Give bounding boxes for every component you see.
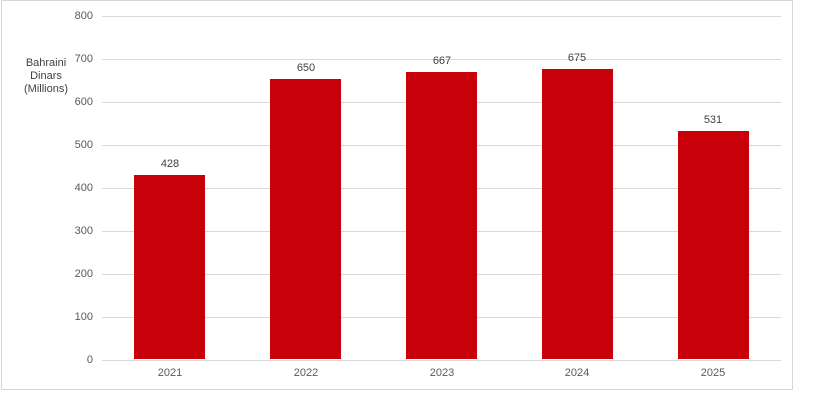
plot-area: 428 650 667 675 531 — [102, 16, 781, 360]
x-tick-label: 2023 — [429, 367, 455, 379]
x-tick-label: 2021 — [157, 367, 183, 379]
y-tick-label: 300 — [74, 225, 93, 237]
x-axis-line — [102, 360, 781, 361]
bar-value-label: 667 — [432, 55, 452, 67]
y-tick-label: 800 — [74, 10, 93, 22]
gridline — [102, 16, 781, 17]
y-axis-title-line: (Millions) — [24, 83, 68, 95]
y-tick-label: 100 — [74, 311, 93, 323]
bar-2023 — [406, 72, 477, 359]
y-tick-label: 0 — [86, 354, 93, 366]
y-axis-title-line: Bahraini — [25, 57, 67, 69]
bar-2025 — [678, 131, 749, 359]
bar-value-label: 675 — [567, 52, 587, 64]
y-tick-label: 200 — [74, 268, 93, 280]
x-tick-label: 2025 — [700, 367, 726, 379]
y-tick-label: 600 — [74, 96, 93, 108]
gridline — [102, 59, 781, 60]
y-tick-label: 700 — [74, 53, 93, 65]
bar-value-label: 428 — [160, 158, 180, 170]
bar-value-label: 650 — [296, 62, 316, 74]
bar-2022 — [270, 79, 341, 359]
x-tick-label: 2022 — [293, 367, 319, 379]
bar-2021 — [134, 175, 205, 359]
bar-chart: Bahraini Dinars (Millions) 0 100 200 300 400… — [1, 0, 793, 390]
y-tick-label: 400 — [74, 182, 93, 194]
bar-2024 — [542, 69, 613, 359]
y-axis-title: Bahraini Dinars (Millions) — [8, 57, 84, 96]
x-tick-label: 2024 — [564, 367, 590, 379]
y-tick-label: 500 — [74, 139, 93, 151]
bar-value-label: 531 — [703, 114, 723, 126]
y-axis-title-line: Dinars — [30, 70, 62, 82]
